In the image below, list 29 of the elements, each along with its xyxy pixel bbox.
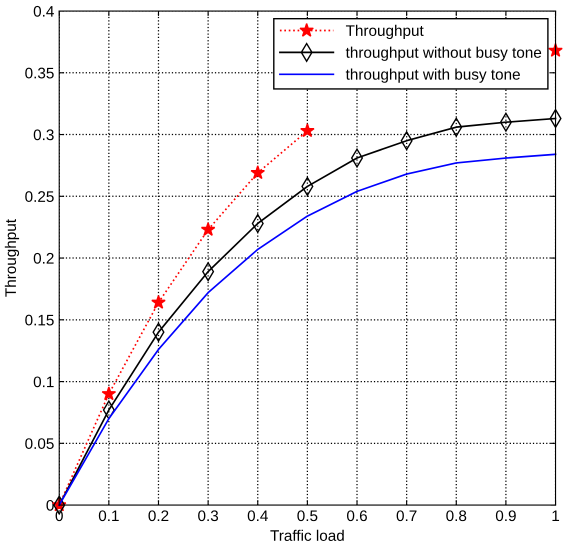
x-tick-label: 0.6	[346, 510, 367, 522]
point	[200, 222, 216, 236]
point	[250, 165, 266, 180]
x-tick-label: 0.7	[396, 510, 416, 522]
y-tick-label: 0.15	[25, 314, 54, 326]
y-tick-label: 0.1	[34, 376, 54, 388]
y-tick-label: 0.35	[25, 68, 54, 78]
x-tick-label: 0.3	[198, 510, 218, 522]
x-tick-label: 0.1	[98, 510, 119, 522]
legend-label: throughput with busy tone	[346, 68, 520, 83]
x-tick-label: 0.8	[446, 510, 466, 522]
point	[102, 386, 116, 400]
x-tick-label: 0.2	[148, 510, 168, 522]
y-tick-label: 0.25	[25, 191, 54, 202]
x-axis-title: Traffic load	[270, 530, 344, 541]
legend-label: throughput without busy tone	[346, 46, 542, 61]
y-axis-title: Throughput	[4, 219, 20, 297]
y-tick-label: 0.2	[34, 252, 54, 264]
y-tick-label: 0.4	[34, 6, 54, 17]
y-tick-label: 0.3	[34, 129, 54, 140]
x-tick-label: 0.4	[248, 510, 268, 522]
y-tick-label: 0	[46, 500, 54, 511]
y-tick-label: 0.05	[25, 438, 54, 450]
x-tick-label: 0.5	[297, 510, 318, 522]
legend-label: Throughput	[346, 24, 424, 40]
x-tick-label: 0.9	[496, 510, 516, 522]
x-tick-label: 1	[552, 510, 560, 522]
point	[300, 123, 315, 138]
point	[151, 294, 166, 309]
